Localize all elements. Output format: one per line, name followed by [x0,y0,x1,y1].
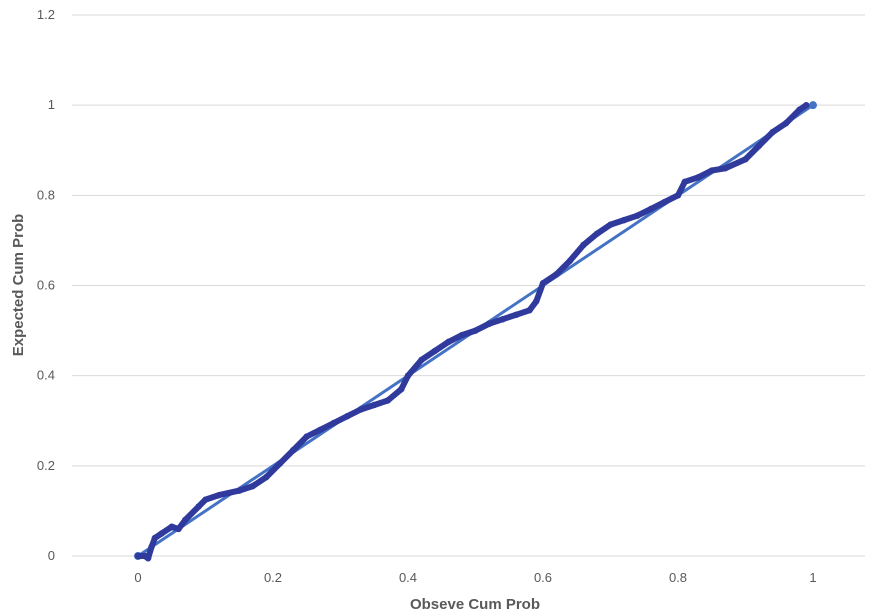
observed-point [796,106,803,113]
observed-point [708,167,715,174]
observed-point [290,446,297,454]
observed-point [526,307,533,314]
observed-point [485,320,493,328]
observed-point [303,433,310,440]
observed-point [742,156,749,163]
y-tick-label: 0.8 [37,187,55,202]
observed-point [472,327,479,334]
observed-point [620,216,628,224]
observed-point [158,530,165,537]
x-axis-ticks: 0 0.2 0.4 0.6 0.8 1 [134,570,816,585]
observed-point [722,165,729,172]
observed-point [202,496,209,503]
observed-point [418,356,425,364]
x-tick-label: 0.6 [534,570,552,585]
observed-point [195,503,202,510]
observed-point [566,257,574,264]
y-tick-label: 0.6 [37,278,55,293]
observed-point [512,311,520,319]
gridlines [72,14,865,557]
observed-point [431,347,439,355]
observed-point [236,487,243,494]
observed-point [276,460,283,467]
x-tick-label: 0 [134,570,141,585]
observed-point [593,230,601,237]
observed-point [681,178,688,186]
observed-point [553,271,560,278]
x-tick-label: 0.4 [399,570,417,585]
observed-point [769,129,776,136]
observed-point [661,198,668,206]
observed-point [674,192,682,199]
observed-point [533,298,540,305]
x-tick-label: 1 [809,570,816,585]
y-axis-ticks: 0 0.2 0.4 0.6 0.8 1 1.2 [37,7,55,563]
observed-point [398,385,405,393]
observed-point [695,174,702,181]
observed-point [580,241,587,249]
x-axis-title: Obseve Cum Prob [410,596,540,613]
plot-series [134,101,817,562]
observed-point [317,426,324,433]
observed-point [182,516,189,524]
reference-point [809,101,817,110]
y-tick-label: 0.4 [37,368,55,383]
y-tick-label: 0 [48,548,55,563]
observed-point [539,280,547,287]
observed-point [144,555,152,562]
observed-point [803,101,810,109]
observed-point [445,338,452,346]
observed-point [371,401,378,409]
observed-point [175,525,182,533]
observed-point [634,212,641,219]
observed-point [344,413,351,420]
observed-point [499,316,506,323]
observed-point [357,406,364,413]
x-tick-label: 0.8 [669,570,687,585]
observed-point [151,534,159,542]
x-tick-label: 0.2 [264,570,282,585]
observed-point [755,142,763,149]
observed-point [782,120,790,127]
observed-point [384,397,391,404]
observed-point [168,523,175,530]
observed-point [330,419,337,427]
observed-point [458,331,466,339]
observed-point [134,552,142,560]
observed-point [607,221,614,228]
observed-point [647,205,655,213]
y-axis-title: Expected Cum Prob [10,214,27,357]
observed-point [263,473,270,481]
observed-point [249,482,256,490]
observed-point [404,372,412,379]
y-tick-label: 1 [48,97,55,112]
observed-point [215,491,223,499]
y-tick-label: 0.2 [37,458,55,473]
observed-point [148,543,155,551]
y-tick-label: 1.2 [37,7,55,22]
